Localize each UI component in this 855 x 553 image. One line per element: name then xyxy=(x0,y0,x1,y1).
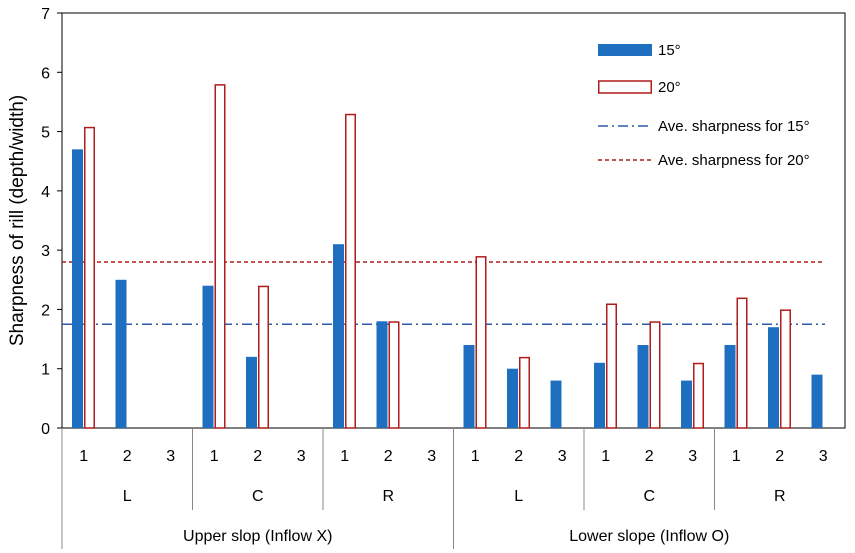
bar-series-1 xyxy=(463,345,475,428)
x-tick-label: 1 xyxy=(79,448,88,465)
bar-series-2 xyxy=(84,126,95,429)
x-tick-label: 3 xyxy=(297,448,306,465)
legend-item: 20° xyxy=(598,79,681,96)
y-tick-label: 6 xyxy=(41,65,50,82)
bar-series-2 xyxy=(345,113,356,429)
bar-series-1 xyxy=(811,374,823,428)
x-tick-label: 3 xyxy=(688,448,697,465)
position-group-label: L xyxy=(123,488,132,505)
x-tick-label: 3 xyxy=(166,448,175,465)
y-tick-label: 2 xyxy=(41,302,50,319)
x-tick-label: 1 xyxy=(471,448,480,465)
y-tick-label: 0 xyxy=(41,421,50,438)
bars xyxy=(72,84,823,429)
slope-group-label: Upper slop (Inflow X) xyxy=(183,528,332,545)
bar-series-1 xyxy=(681,380,692,428)
bar-series-2 xyxy=(649,321,661,429)
y-axis: 0 1 2 3 4 5 6 7 Sharpness of rill (depth/width) xyxy=(7,6,62,438)
x-tick-label: 1 xyxy=(210,448,219,465)
bar-series-1 xyxy=(333,244,344,428)
y-tick-label: 4 xyxy=(41,184,50,201)
bar-series-2 xyxy=(214,84,226,429)
legend-label: Ave. sharpness for 15° xyxy=(658,118,810,135)
x-tick-label: 1 xyxy=(601,448,610,465)
bar-series-2 xyxy=(736,297,748,429)
x-axis: 1 2 3 1 2 3 1 2 3 1 2 3 1 2 3 1 2 3 L C R L C R Upper slop (Infl… xyxy=(61,428,828,549)
y-tick-label: 1 xyxy=(41,362,50,379)
bar-series-1 xyxy=(768,327,779,428)
legend-label: 15° xyxy=(658,42,681,59)
legend-item: Ave. sharpness for 15° xyxy=(598,118,810,135)
legend-label: 20° xyxy=(658,79,681,96)
y-tick-label: 7 xyxy=(41,6,50,23)
x-tick-label: 3 xyxy=(427,448,436,465)
bar-series-1 xyxy=(550,380,562,428)
slope-group-label: Lower slope (Inflow O) xyxy=(569,528,729,545)
position-group-label: R xyxy=(382,488,394,505)
bar-series-2 xyxy=(693,362,704,429)
x-tick-label: 1 xyxy=(340,448,349,465)
x-tick-label: 2 xyxy=(514,448,523,465)
position-group-label: R xyxy=(774,488,786,505)
x-tick-label: 2 xyxy=(384,448,393,465)
legend-item: Ave. sharpness for 20° xyxy=(598,152,810,169)
bar-series-1 xyxy=(202,285,214,428)
position-group-label: C xyxy=(643,488,655,505)
bar-series-1 xyxy=(507,368,518,428)
bar-series-1 xyxy=(637,345,649,428)
bar-series-2 xyxy=(258,285,269,429)
x-tick-label: 2 xyxy=(645,448,654,465)
bar-series-2 xyxy=(780,309,791,429)
bar-series-1 xyxy=(72,149,83,428)
bar-series-1 xyxy=(246,356,257,428)
bar-series-1 xyxy=(724,345,736,428)
x-tick-label: 2 xyxy=(253,448,262,465)
x-tick-label: 2 xyxy=(123,448,132,465)
bar-series-1 xyxy=(594,362,605,428)
bar-series-1 xyxy=(115,279,127,428)
legend: 15° 20° Ave. sharpness for 15° Ave. sharpne… xyxy=(598,42,810,169)
x-tick-label: 2 xyxy=(775,448,784,465)
reference-lines xyxy=(62,261,825,325)
x-tick-label: 3 xyxy=(558,448,567,465)
legend-item: 15° xyxy=(598,42,681,59)
legend-label: Ave. sharpness for 20° xyxy=(658,152,810,169)
y-tick-label: 3 xyxy=(41,243,50,260)
x-tick-label: 1 xyxy=(732,448,741,465)
y-tick-label: 5 xyxy=(41,125,50,142)
legend-swatch xyxy=(598,80,652,94)
bar-series-1 xyxy=(376,321,388,428)
bar-series-2 xyxy=(606,303,617,429)
position-group-label: C xyxy=(252,488,264,505)
position-group-label: L xyxy=(514,488,523,505)
legend-swatch xyxy=(598,44,652,56)
bar-series-2 xyxy=(475,256,487,429)
bar-series-2 xyxy=(388,321,400,429)
y-axis-title: Sharpness of rill (depth/width) xyxy=(7,95,28,346)
x-tick-label: 3 xyxy=(819,448,828,465)
bar-series-2 xyxy=(519,356,530,429)
